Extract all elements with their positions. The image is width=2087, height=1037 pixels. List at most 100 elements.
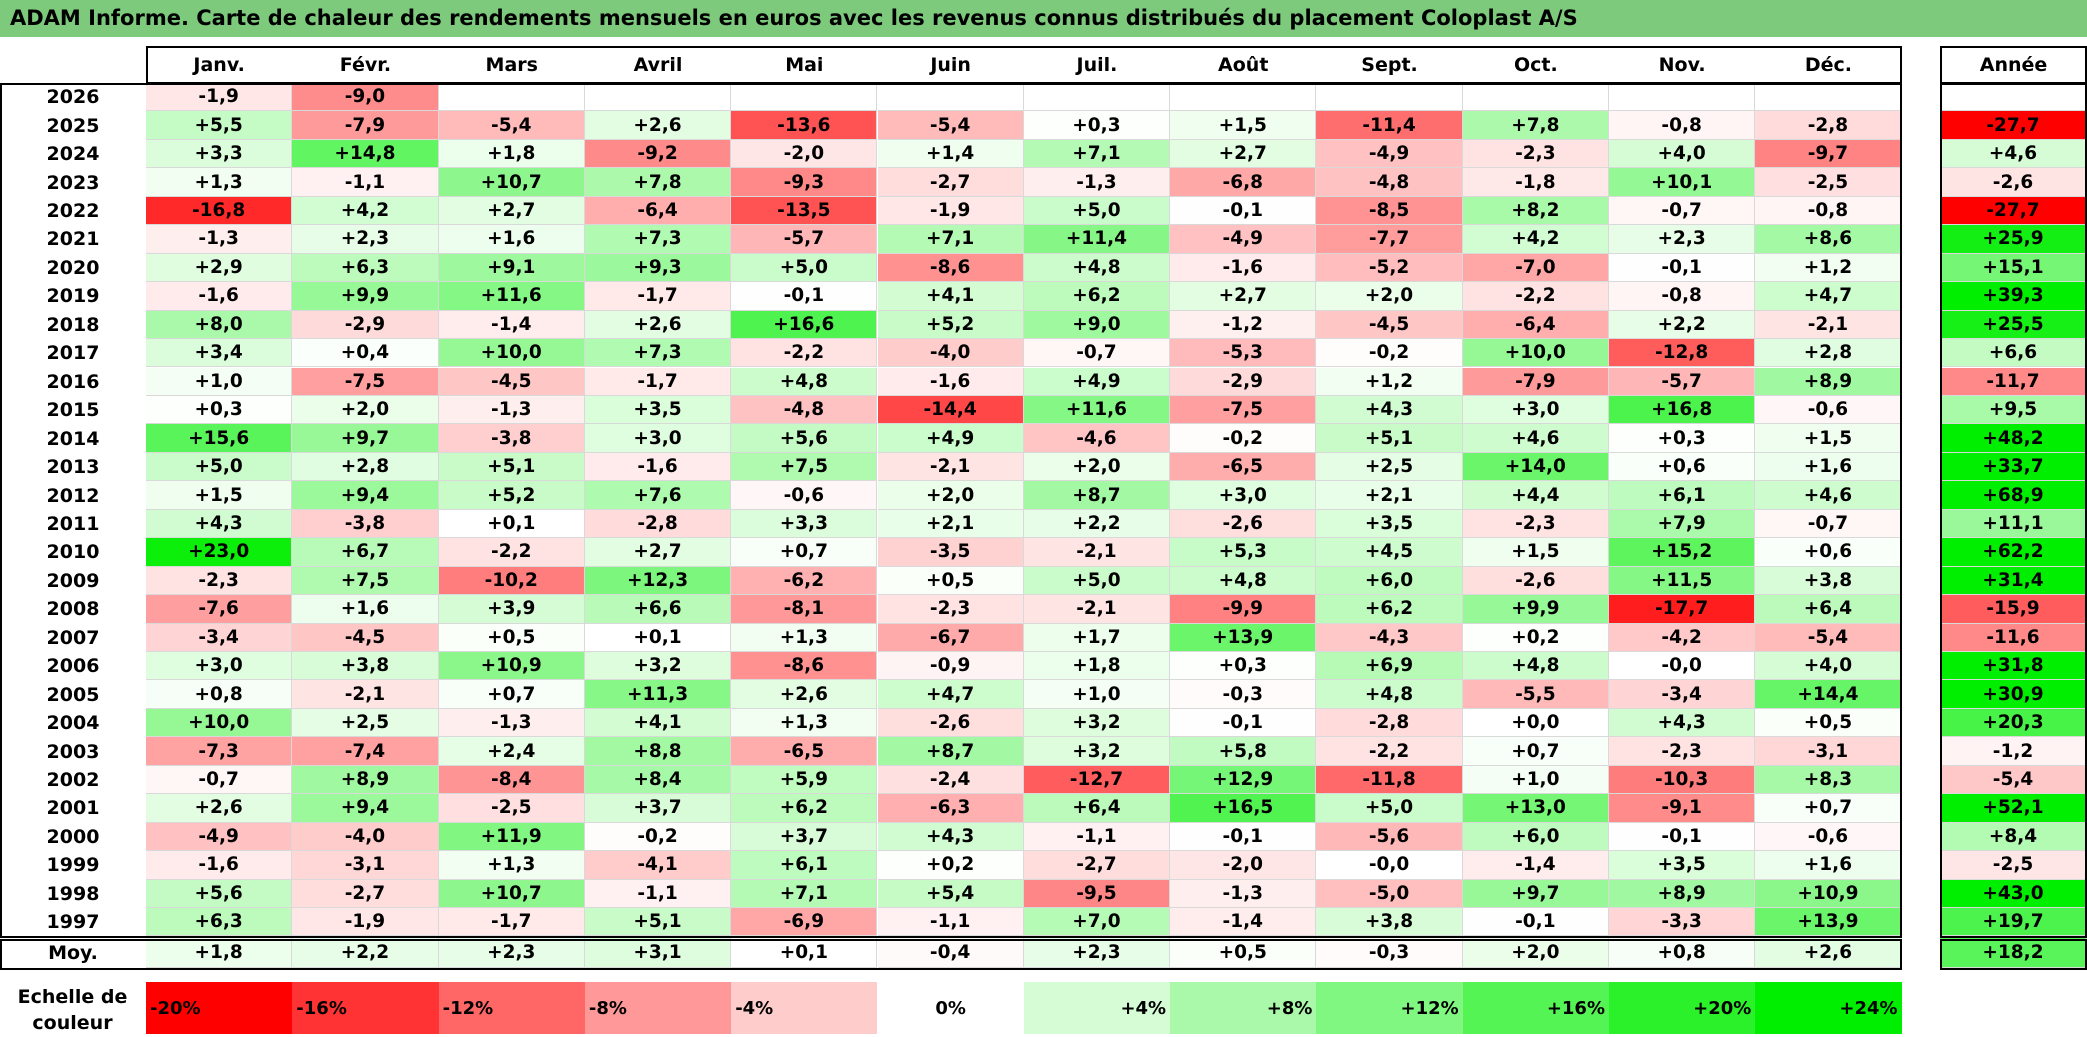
heatmap-cell: +5,1	[1316, 424, 1463, 453]
heatmap-cell: +9,1	[438, 253, 585, 283]
annual-cell: -27,7	[1940, 196, 2087, 226]
heatmap-cell: -1,1	[292, 168, 439, 197]
year-label: 2014	[46, 427, 100, 450]
heatmap-cell: -7,9	[1462, 367, 1609, 396]
heatmap-cell: -2,0	[731, 139, 878, 169]
heatmap-cell: +5,0	[1316, 794, 1463, 823]
heatmap-cell: +11,6	[1023, 395, 1171, 425]
heatmap-cell: +3,2	[584, 652, 732, 681]
heatmap-cell: -6,9	[731, 908, 878, 937]
color-scale-swatch: +12%	[1316, 982, 1463, 1034]
annual-cell: +9,5	[1940, 395, 2087, 425]
year-label: 2001	[46, 797, 100, 820]
color-scale-swatch: +16%	[1462, 982, 1609, 1034]
heatmap-cell: +11,3	[584, 680, 732, 709]
heatmap-cell: +4,3	[146, 509, 293, 539]
heatmap-cell: +14,0	[1462, 452, 1609, 482]
color-scale-swatch: -12%	[438, 982, 585, 1034]
heatmap-cell: -6,3	[877, 794, 1024, 823]
heatmap-cell: +1,3	[731, 623, 878, 652]
heatmap-cell: -2,3	[1462, 139, 1609, 169]
year-label: 1997	[46, 911, 100, 934]
heatmap-cell: -7,4	[292, 737, 439, 766]
month-header: Juil.	[1076, 53, 1118, 76]
heatmap-cell: +2,7	[1170, 139, 1317, 169]
heatmap-cell: -4,5	[438, 367, 585, 396]
heatmap-cell: +8,4	[584, 765, 732, 795]
heatmap-cell: +1,5	[1462, 538, 1609, 567]
heatmap-cell: +16,5	[1170, 794, 1317, 823]
heatmap-cell: +2,3	[292, 225, 439, 254]
heatmap-cell: +6,1	[731, 851, 878, 880]
heatmap-cell: -2,0	[1170, 851, 1317, 880]
year-label: 2013	[46, 456, 100, 479]
month-header: Janv.	[193, 53, 245, 76]
heatmap-cell: +5,9	[731, 765, 878, 795]
heatmap-cell: +11,9	[438, 822, 585, 852]
heatmap-cell: +3,4	[146, 339, 293, 368]
heatmap-cell: +4,8	[731, 367, 878, 396]
heatmap-cell: -12,8	[1609, 339, 1756, 368]
heatmap-cell: -2,2	[1462, 282, 1609, 311]
heatmap-cell: -0,1	[731, 282, 878, 311]
heatmap-cell: +9,9	[1462, 595, 1609, 624]
heatmap-cell: +0,5	[877, 566, 1024, 596]
heatmap-cell: -1,9	[877, 196, 1024, 226]
heatmap-cell: -7,5	[1170, 395, 1317, 425]
annual-cell: -27,7	[1940, 111, 2087, 140]
heatmap-cell: -4,8	[731, 395, 878, 425]
heatmap-cell: -1,3	[1023, 168, 1171, 197]
heatmap-cell: +3,8	[1316, 908, 1463, 937]
heatmap-cell: -1,6	[584, 452, 732, 482]
heatmap-cell: +7,1	[877, 225, 1024, 254]
heatmap-cell: -0,8	[1609, 111, 1756, 140]
average-cell: +2,2	[292, 937, 439, 968]
month-header: Août	[1218, 53, 1269, 76]
heatmap-cell: +0,7	[1462, 737, 1609, 766]
average-label: Moy.	[48, 941, 98, 964]
year-label: 2011	[46, 512, 100, 535]
heatmap-cell: +4,4	[1462, 481, 1609, 510]
heatmap-cell: -3,8	[292, 509, 439, 539]
heatmap-cell: -0,6	[1755, 822, 1902, 852]
heatmap-cell: -2,9	[1170, 367, 1317, 396]
heatmap-cell: -5,2	[1316, 253, 1463, 283]
heatmap-cell: +3,8	[1755, 566, 1902, 596]
heatmap-cell: -9,2	[584, 139, 732, 169]
heatmap-cell: +8,6	[1755, 225, 1902, 254]
heatmap-cell: -4,8	[1316, 168, 1463, 197]
heatmap-cell: -9,0	[292, 83, 439, 112]
heatmap-cell: +3,5	[584, 395, 732, 425]
heatmap-cell: +10,9	[438, 652, 585, 681]
month-header: Nov.	[1658, 53, 1706, 76]
heatmap-cell: +8,9	[1755, 367, 1902, 396]
heatmap-cell: -2,6	[1462, 566, 1609, 596]
heatmap-cell: +2,2	[1023, 509, 1171, 539]
heatmap-cell: +0,2	[1462, 623, 1609, 652]
heatmap-cell: +4,0	[1755, 652, 1902, 681]
heatmap-cell: -8,5	[1316, 196, 1463, 226]
annual-cell: +8,4	[1940, 822, 2087, 852]
heatmap-cell: +0,5	[438, 623, 585, 652]
heatmap-cell: +9,3	[584, 253, 732, 283]
heatmap-cell: +9,4	[292, 481, 439, 510]
heatmap-cell: +5,2	[438, 481, 585, 510]
heatmap-cell: -4,9	[1316, 139, 1463, 169]
heatmap-cell: +8,9	[292, 765, 439, 795]
annual-cell: +25,5	[1940, 310, 2087, 340]
annual-cell: -2,5	[1940, 851, 2087, 880]
heatmap-cell: +3,0	[1462, 395, 1609, 425]
heatmap-cell: +2,6	[584, 111, 732, 140]
heatmap-cell: +14,4	[1755, 680, 1902, 709]
year-label: 1999	[46, 854, 100, 877]
heatmap-cell: -14,4	[877, 395, 1024, 425]
heatmap-cell: -1,8	[1462, 168, 1609, 197]
month-header: Avril	[633, 53, 683, 76]
color-scale-swatch: -16%	[292, 982, 439, 1034]
heatmap-cell: +1,6	[438, 225, 585, 254]
heatmap-cell: -5,6	[1316, 822, 1463, 852]
heatmap-cell: +1,3	[146, 168, 293, 197]
average-cell: +3,1	[584, 937, 732, 968]
heatmap-cell: +5,1	[584, 908, 732, 937]
year-label: 2024	[46, 143, 100, 166]
